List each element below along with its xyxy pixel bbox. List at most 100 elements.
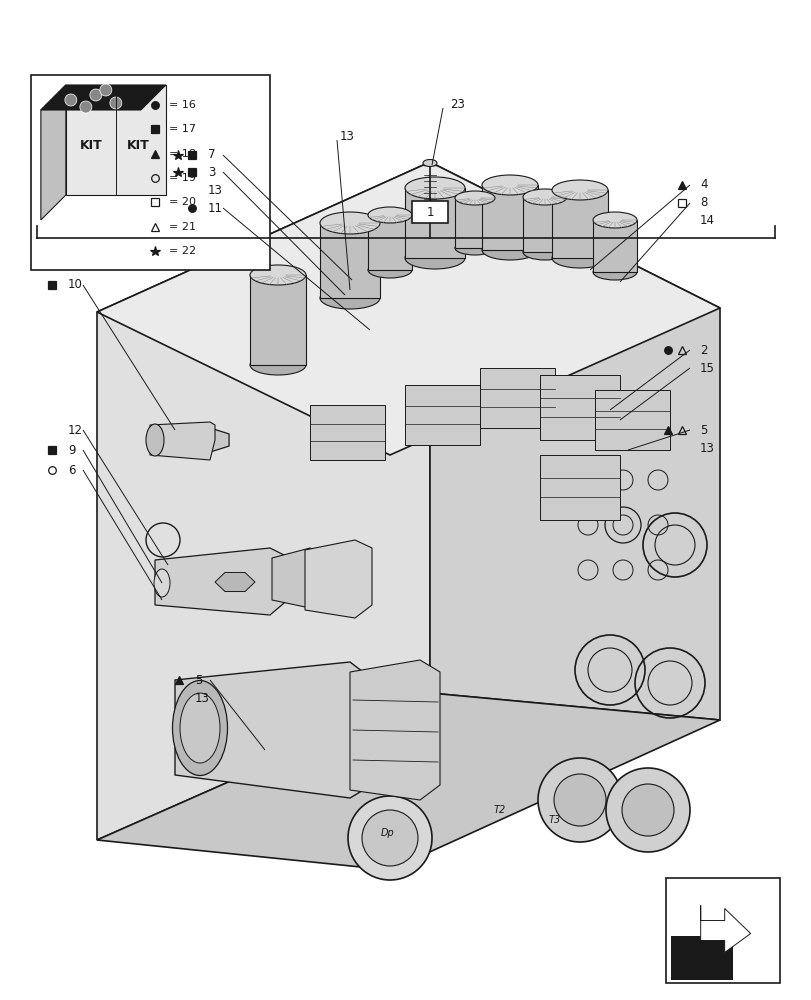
Polygon shape — [430, 162, 719, 720]
Ellipse shape — [405, 247, 465, 269]
Text: 11: 11 — [208, 202, 223, 215]
Text: 7: 7 — [208, 148, 215, 161]
Ellipse shape — [551, 248, 607, 268]
Polygon shape — [215, 572, 255, 592]
Text: KIT: KIT — [127, 139, 149, 152]
Ellipse shape — [320, 287, 380, 309]
Text: = 17: = 17 — [169, 124, 196, 134]
Polygon shape — [155, 548, 290, 615]
Text: T3: T3 — [548, 815, 560, 825]
Text: 3: 3 — [208, 165, 215, 178]
Polygon shape — [482, 185, 538, 250]
Ellipse shape — [522, 189, 566, 205]
Bar — [412, 201, 448, 223]
Ellipse shape — [180, 693, 220, 763]
Circle shape — [605, 768, 689, 852]
Circle shape — [79, 101, 92, 113]
Text: 5: 5 — [195, 674, 202, 686]
Polygon shape — [272, 548, 328, 608]
Circle shape — [538, 758, 621, 842]
Ellipse shape — [522, 244, 566, 260]
Text: Dp: Dp — [380, 828, 394, 838]
Polygon shape — [320, 223, 380, 298]
Text: 1: 1 — [426, 206, 434, 219]
Polygon shape — [454, 198, 495, 248]
Polygon shape — [522, 197, 566, 252]
Circle shape — [553, 774, 605, 826]
Ellipse shape — [482, 175, 538, 195]
Text: 4: 4 — [699, 178, 706, 192]
Ellipse shape — [405, 177, 465, 199]
Ellipse shape — [454, 241, 495, 255]
Text: 13: 13 — [195, 692, 209, 704]
Text: 14: 14 — [699, 214, 714, 227]
Polygon shape — [41, 85, 66, 220]
Text: 2: 2 — [699, 344, 706, 357]
Polygon shape — [405, 385, 479, 445]
Text: = 16: = 16 — [169, 100, 196, 110]
Text: 9: 9 — [68, 444, 75, 456]
Polygon shape — [350, 660, 440, 800]
Polygon shape — [66, 85, 165, 195]
Ellipse shape — [250, 355, 306, 375]
Text: T2: T2 — [493, 805, 505, 815]
Polygon shape — [539, 455, 620, 520]
Polygon shape — [97, 162, 430, 840]
Text: 10: 10 — [68, 278, 83, 292]
Ellipse shape — [367, 262, 411, 278]
Text: = 20: = 20 — [169, 197, 196, 207]
Ellipse shape — [482, 240, 538, 260]
Text: 8: 8 — [699, 196, 706, 210]
Polygon shape — [405, 188, 465, 258]
Polygon shape — [367, 215, 411, 270]
Circle shape — [348, 796, 431, 880]
Text: 5: 5 — [699, 424, 706, 436]
Polygon shape — [479, 368, 554, 428]
Ellipse shape — [454, 191, 495, 205]
Bar — [670, 936, 732, 980]
Text: KIT: KIT — [79, 139, 102, 152]
Polygon shape — [41, 85, 165, 110]
Text: 12: 12 — [68, 424, 83, 436]
Ellipse shape — [423, 159, 436, 166]
Ellipse shape — [592, 212, 636, 228]
Circle shape — [362, 810, 418, 866]
Text: 13: 13 — [208, 184, 222, 196]
Ellipse shape — [154, 569, 169, 597]
Text: = 21: = 21 — [169, 222, 196, 232]
Polygon shape — [191, 428, 229, 452]
Polygon shape — [305, 540, 371, 618]
Text: = 19: = 19 — [169, 173, 196, 183]
Polygon shape — [539, 375, 620, 440]
Ellipse shape — [146, 424, 164, 456]
Polygon shape — [551, 190, 607, 258]
Polygon shape — [592, 220, 636, 272]
Circle shape — [621, 784, 673, 836]
Polygon shape — [250, 275, 306, 365]
Text: 13: 13 — [699, 442, 714, 454]
Text: 13: 13 — [340, 130, 354, 143]
Text: = 18: = 18 — [169, 149, 196, 159]
Circle shape — [100, 84, 112, 96]
Text: 6: 6 — [68, 464, 75, 477]
Circle shape — [109, 97, 122, 109]
Polygon shape — [594, 390, 669, 450]
Ellipse shape — [320, 212, 380, 234]
Text: 23: 23 — [449, 99, 465, 111]
Polygon shape — [310, 405, 384, 460]
Ellipse shape — [172, 680, 227, 776]
Polygon shape — [150, 422, 215, 460]
Text: = 22: = 22 — [169, 246, 196, 256]
Circle shape — [65, 94, 77, 106]
Ellipse shape — [367, 207, 411, 223]
Ellipse shape — [250, 265, 306, 285]
Ellipse shape — [551, 180, 607, 200]
Polygon shape — [175, 662, 380, 798]
Polygon shape — [700, 906, 749, 956]
Polygon shape — [97, 693, 719, 870]
Bar — [665, 878, 779, 983]
Polygon shape — [97, 162, 719, 455]
Text: 15: 15 — [699, 361, 714, 374]
Bar — [31, 75, 270, 270]
Ellipse shape — [592, 264, 636, 280]
